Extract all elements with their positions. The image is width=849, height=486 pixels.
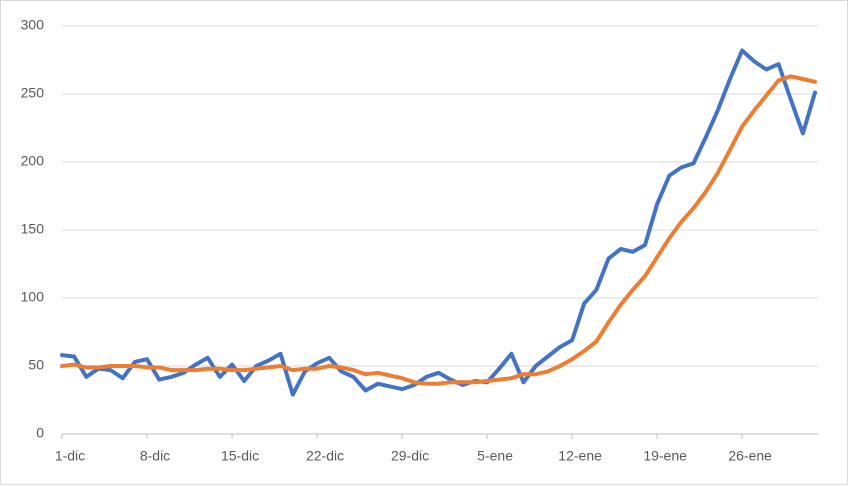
x-tick-label: 15-dic (221, 448, 259, 464)
y-tick-label: 150 (21, 221, 45, 237)
x-tick-label: 1-dic (55, 448, 85, 464)
y-tick-label: 0 (36, 425, 44, 441)
x-tick-label: 29-dic (391, 448, 429, 464)
y-tick-label: 50 (28, 357, 44, 373)
y-tick-label: 300 (21, 17, 45, 33)
x-tick-label: 22-dic (306, 448, 344, 464)
y-tick-label: 200 (21, 153, 45, 169)
y-tick-label: 250 (21, 85, 45, 101)
series-line (60, 74, 817, 386)
x-tick-label: 8-dic (140, 448, 170, 464)
y-tick-label: 100 (21, 289, 45, 305)
x-tick-label: 26-ene (728, 448, 772, 464)
x-tick-label: 19-ene (643, 448, 687, 464)
x-tick-label: 12-ene (558, 448, 602, 464)
x-tick-label: 5-ene (477, 448, 513, 464)
